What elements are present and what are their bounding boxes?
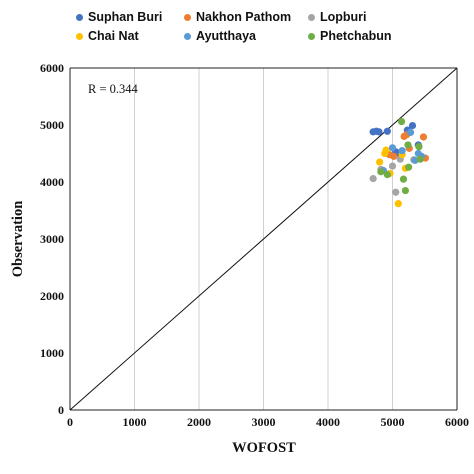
legend-label: Nakhon Pathom	[196, 10, 292, 24]
y-tick-label: 6000	[40, 61, 64, 75]
legend-marker-icon	[184, 13, 191, 21]
legend-marker-icon	[76, 32, 83, 40]
grid-lines	[134, 68, 458, 410]
point-phetchabun	[416, 155, 424, 163]
legend-label: Suphan Buri	[88, 10, 163, 24]
point-suphan-buri	[375, 128, 383, 136]
point-ayutthaya	[388, 144, 397, 152]
y-tick-label: 2000	[40, 289, 64, 303]
point-suphan-buri	[383, 127, 391, 135]
point-phetchabun	[415, 143, 423, 151]
y-tick-label: 5000	[40, 118, 64, 132]
legend-item-ayutthaya: Ayutthaya	[184, 29, 256, 43]
point-phetchabun	[399, 175, 408, 183]
x-tick-label: 1000	[123, 415, 147, 429]
point-suphan-buri	[408, 121, 417, 130]
legend-marker-icon	[308, 13, 315, 21]
y-tick-label: 3000	[40, 232, 64, 246]
legend-marker-icon	[308, 32, 315, 40]
legend: Suphan Buri Nakhon Pathom Lopburi Chai Nat A…	[76, 10, 456, 50]
y-tick-label: 0	[58, 403, 64, 417]
point-lopburi	[392, 188, 400, 196]
legend-item-nakhon-pathom: Nakhon Pathom	[184, 10, 291, 24]
point-ayutthaya	[398, 147, 406, 155]
legend-item-chai-nat: Chai Nat	[76, 29, 139, 43]
data-points	[369, 117, 429, 208]
point-chai-nat	[394, 200, 402, 208]
x-tick-label: 6000	[445, 415, 469, 429]
point-nakhon-pathom	[419, 133, 428, 141]
legend-label: Phetchabun	[320, 29, 392, 43]
point-phetchabun	[405, 163, 413, 171]
legend-marker-icon	[76, 13, 83, 21]
legend-label: Chai Nat	[88, 29, 139, 43]
y-tick-label: 4000	[40, 175, 64, 189]
point-phetchabun	[397, 117, 406, 126]
point-phetchabun	[401, 186, 409, 195]
tick-labels: 0 1000 2000 3000 4000 5000 6000 0 1000 2000 3000 40…	[40, 61, 469, 429]
legend-label: Lopburi	[320, 10, 367, 24]
r-annotation: R = 0.344	[88, 82, 139, 96]
y-axis-title: Observation	[10, 201, 26, 278]
one-to-one-line	[69, 67, 458, 411]
x-tick-label: 4000	[316, 415, 340, 429]
x-tick-label: 3000	[252, 415, 276, 429]
point-chai-nat	[382, 146, 390, 154]
point-ayutthaya	[406, 128, 415, 137]
legend-marker-icon	[184, 32, 191, 40]
point-phetchabun	[377, 168, 385, 176]
legend-item-phetchabun: Phetchabun	[308, 29, 392, 43]
axes	[69, 67, 458, 411]
legend-label: Ayutthaya	[196, 29, 256, 43]
x-tick-label: 2000	[187, 415, 211, 429]
legend-item-suphan-buri: Suphan Buri	[76, 10, 162, 24]
point-lopburi	[388, 162, 397, 170]
legend-item-lopburi: Lopburi	[308, 10, 367, 24]
point-chai-nat	[376, 158, 384, 166]
x-tick-label: 5000	[381, 415, 405, 429]
x-tick-label: 0	[67, 415, 73, 429]
y-tick-label: 1000	[40, 346, 64, 360]
point-lopburi	[369, 174, 377, 183]
x-axis-title: WOFOST	[232, 440, 296, 456]
point-phetchabun	[404, 141, 412, 149]
point-phetchabun	[383, 170, 391, 179]
